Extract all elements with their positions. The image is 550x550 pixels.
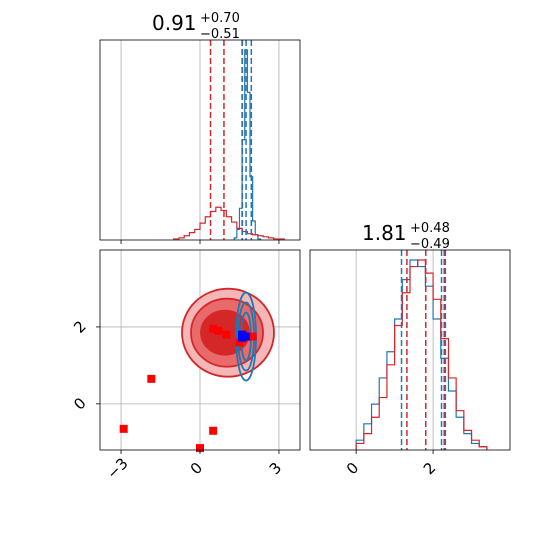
title-param-2-value: 1.81 [362,221,407,245]
title-param-2-minus: −0.49 [410,237,450,252]
marker-red [196,444,204,453]
x-tick-label-right: 0 [343,459,362,478]
title-param-1-plus: +0.70 [200,11,240,26]
y-tick-label-left: 0 [70,394,89,413]
histogram-blue [355,259,488,450]
histogram-red [173,206,285,240]
x-tick-label-right: 2 [420,459,439,478]
histogram-red [355,259,488,450]
title-param-1: 0.91 +0.70 −0.51 [152,11,240,42]
title-param-1-minus: −0.51 [200,27,240,42]
y-tick-label-left: 2 [70,317,89,336]
marker-red [209,426,218,435]
title-param-2-plus: +0.48 [410,221,450,236]
marker-red [119,424,128,433]
x-tick-label-left: 3 [266,459,285,478]
marker-red [147,374,156,383]
title-param-1-value: 0.91 [152,11,197,35]
marker-blue [238,330,247,339]
scatter-panel: −3 0 3 0 2 [70,249,301,483]
marker-red [209,324,218,333]
marker-red [248,332,257,341]
histogram-panel-param-1 [99,39,301,244]
marker-red [235,338,244,347]
title-param-2: 1.81 +0.48 −0.49 [362,221,450,252]
x-tick-label-left: 0 [187,459,206,478]
histogram-blue [233,49,262,240]
marker-red [214,326,223,335]
axes-frame [309,249,511,451]
x-tick-label-left: −3 [103,454,131,482]
marker-red [222,330,231,339]
